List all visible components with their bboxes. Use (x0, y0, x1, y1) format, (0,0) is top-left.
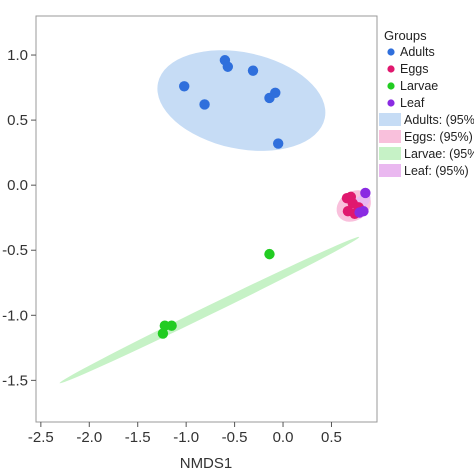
point-larvae-1 (264, 248, 275, 260)
legend-marker-eggs (387, 65, 395, 73)
legend-label-larvae: Larvae (400, 79, 438, 93)
legend-swatch-eggs-95 (379, 130, 401, 143)
point-adults-7 (264, 92, 275, 104)
x-tick-label-6: 0.0 (273, 429, 294, 446)
point-larvae-4 (157, 328, 169, 339)
legend-label-adults-95: Adults: (95% (404, 113, 474, 127)
point-adults-4 (199, 99, 210, 110)
legend-label-eggs-95: Eggs: (95%) (404, 130, 473, 144)
legend-swatch-larvae-95 (379, 147, 401, 160)
point-adults-2 (222, 61, 234, 72)
legend-marker-leaf (387, 99, 395, 107)
ellipse-adults (157, 50, 326, 151)
x-tick-label-3: -1.5 (125, 429, 151, 446)
y-tick-label-2: 0.5 (7, 112, 28, 129)
x-tick-label-7: 0.5 (321, 429, 342, 446)
axis-layer: -2.5 -2.0 -1.5 -1.0 -0.5 0.0 0.5 1.0 0.5 0.0 -0.5 -… (2, 47, 342, 446)
point-adults-3 (179, 81, 190, 92)
point-layer (157, 55, 371, 339)
plot-frame (35, 15, 378, 423)
y-tick-label-5: -1.0 (2, 307, 28, 324)
legend-label-larvae-95: Larvae: (95% (404, 147, 474, 161)
y-tick-label-6: -1.5 (2, 372, 28, 389)
point-larvae-3 (166, 320, 177, 331)
legend-label-leaf: Leaf (400, 96, 425, 110)
x-tick-label-2: -2.0 (76, 429, 102, 446)
point-leaf-3 (358, 205, 369, 217)
legend-swatch-adults-95 (379, 113, 401, 126)
legend-label-eggs: Eggs (400, 62, 429, 76)
x-tick-label-5: -0.5 (222, 429, 248, 446)
x-axis-title: NMDS1 (180, 455, 233, 472)
legend-marker-adults (387, 48, 395, 56)
point-eggs-6 (345, 191, 357, 203)
y-tick-label-3: 0.0 (7, 177, 28, 194)
y-tick-label-4: -0.5 (2, 242, 28, 259)
x-tick-label-1: -2.5 (28, 429, 54, 446)
legend-marker-larvae (387, 82, 395, 90)
point-leaf-1 (360, 187, 371, 199)
legend-swatch-leaf-95 (379, 164, 401, 177)
point-adults-8 (272, 138, 284, 149)
ellipse-layer (59, 50, 371, 384)
legend-label-adults: Adults (400, 45, 435, 59)
y-tick-label-1: 1.0 (7, 47, 28, 64)
ellipse-larvae (59, 236, 360, 384)
x-tick-label-4: -1.0 (173, 429, 199, 446)
legend-title: Groups (384, 28, 427, 43)
legend-label-leaf-95: Leaf: (95%) (404, 164, 469, 178)
point-adults-5 (247, 65, 259, 76)
legend: Groups Adults Eggs Larvae Leaf Adults: (95% E… (379, 28, 474, 178)
